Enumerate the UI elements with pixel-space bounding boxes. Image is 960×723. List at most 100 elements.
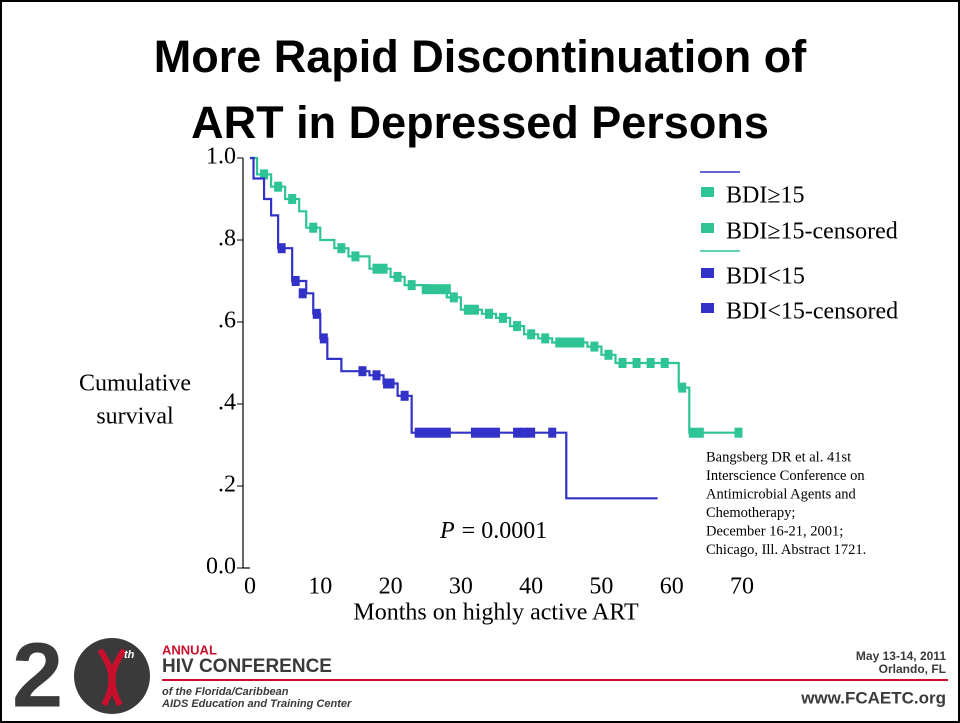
censored-mark	[421, 284, 430, 295]
footer: 2 th ANNUAL HIV CONFERENCE of the Florid…	[12, 624, 948, 723]
legend-swatch	[701, 223, 714, 233]
x-tick-label: 30	[449, 574, 473, 600]
censored-mark	[734, 427, 743, 438]
footer-org: AIDS Education and Training Center	[161, 698, 352, 710]
y-axis-label: survival	[96, 404, 174, 430]
logo-ribbon	[97, 648, 127, 707]
censored-mark	[288, 194, 297, 204]
censored-mark	[277, 243, 286, 254]
censored-mark	[449, 292, 458, 303]
legend-label: BDI<15	[726, 264, 805, 290]
title-line: More Rapid Discontinuation of	[154, 31, 807, 82]
footer-place: Orlando, FL	[879, 662, 946, 676]
censored-mark	[470, 304, 479, 315]
y-tick-label: .4	[218, 390, 236, 416]
censored-mark	[414, 427, 423, 438]
censored-mark	[660, 358, 669, 368]
censored-mark	[312, 308, 321, 319]
citation-line: Antimicrobial Agents and	[706, 486, 857, 502]
censored-mark	[499, 312, 508, 323]
censored-mark	[298, 288, 307, 299]
citation-line: December 16-21, 2001;	[706, 523, 843, 539]
footer-date: May 13-14, 2011	[856, 649, 946, 663]
x-tick-label: 10	[308, 574, 332, 600]
x-tick-label: 40	[519, 574, 543, 600]
citation-line: Interscience Conference on	[706, 468, 865, 484]
censored-mark	[492, 427, 500, 438]
censored-mark	[442, 284, 451, 295]
y-axis-label: Cumulative	[79, 371, 191, 397]
censored-mark	[274, 181, 283, 192]
censored-mark	[428, 284, 437, 295]
censored-mark	[576, 337, 585, 348]
y-tick-label: .2	[218, 472, 236, 498]
censored-mark	[688, 427, 697, 438]
legend-swatch	[701, 187, 714, 197]
censored-mark	[477, 427, 486, 438]
legend-swatch	[701, 268, 714, 278]
x-tick-label: 60	[660, 574, 684, 600]
survival-curve	[250, 156, 658, 500]
censored-mark	[695, 427, 704, 438]
logo-digit: 2	[12, 624, 63, 723]
censored-mark	[555, 337, 564, 348]
censored-mark	[484, 308, 493, 319]
censored-mark	[435, 427, 444, 438]
y-tick-label: 0.0	[206, 554, 236, 580]
censored-mark	[463, 304, 472, 315]
censored-mark	[291, 276, 300, 286]
censored-mark	[260, 169, 269, 180]
censored-mark	[527, 427, 536, 438]
p-symbol: P	[439, 518, 455, 544]
censored-mark	[590, 341, 599, 352]
censored-mark	[407, 280, 416, 291]
censored-mark	[400, 390, 409, 401]
footer-conference: HIV CONFERENCE	[162, 656, 332, 677]
p-value: = 0.0001	[462, 518, 548, 544]
citation-line: Chicago, Ill. Abstract 1721.	[706, 542, 866, 558]
censored-mark	[379, 263, 388, 274]
y-tick-label: 1.0	[206, 144, 236, 170]
x-tick-label: 0	[244, 574, 256, 600]
censored-mark	[309, 222, 318, 233]
footer-annual: ANNUAL	[162, 642, 217, 657]
censored-mark	[527, 329, 536, 340]
legend-label: BDI≥15-censored	[726, 219, 898, 245]
censored-mark	[646, 358, 655, 368]
censored-mark	[520, 427, 529, 438]
censored-mark	[372, 370, 381, 381]
censored-mark	[484, 427, 493, 438]
censored-mark	[632, 358, 641, 368]
censored-mark	[337, 243, 346, 254]
censored-mark	[358, 366, 367, 377]
censored-mark	[319, 333, 328, 344]
x-tick-label: 50	[589, 574, 613, 600]
title-line: ART in Depressed Persons	[191, 97, 769, 148]
censored-mark	[351, 251, 360, 262]
citation-line: Bangsberg DR et al. 41st	[706, 449, 851, 465]
legend-label: BDI≥15	[726, 183, 805, 209]
footer-org: of the Florida/Caribbean	[162, 686, 289, 698]
x-tick-label: 20	[379, 574, 403, 600]
censored-mark	[393, 271, 402, 282]
censored-mark	[428, 427, 437, 438]
footer-url: www.FCAETC.org	[800, 688, 946, 707]
censored-mark	[421, 427, 430, 438]
logo-ordinal: th	[124, 649, 135, 661]
y-tick-label: .6	[218, 308, 236, 334]
citation-line: Chemotherapy;	[706, 505, 795, 521]
censored-mark	[372, 263, 381, 274]
legend-label: BDI<15-censored	[726, 299, 898, 325]
censored-mark	[569, 337, 578, 348]
censored-mark	[604, 349, 613, 360]
censored-mark	[513, 321, 522, 332]
p-annotation: P = 0.0001	[439, 518, 547, 544]
censored-mark	[562, 337, 571, 348]
censored-mark	[470, 427, 479, 438]
censored-mark	[541, 333, 550, 344]
legend-swatch	[701, 303, 714, 313]
censored-mark	[435, 284, 444, 295]
censored-mark	[386, 378, 395, 389]
